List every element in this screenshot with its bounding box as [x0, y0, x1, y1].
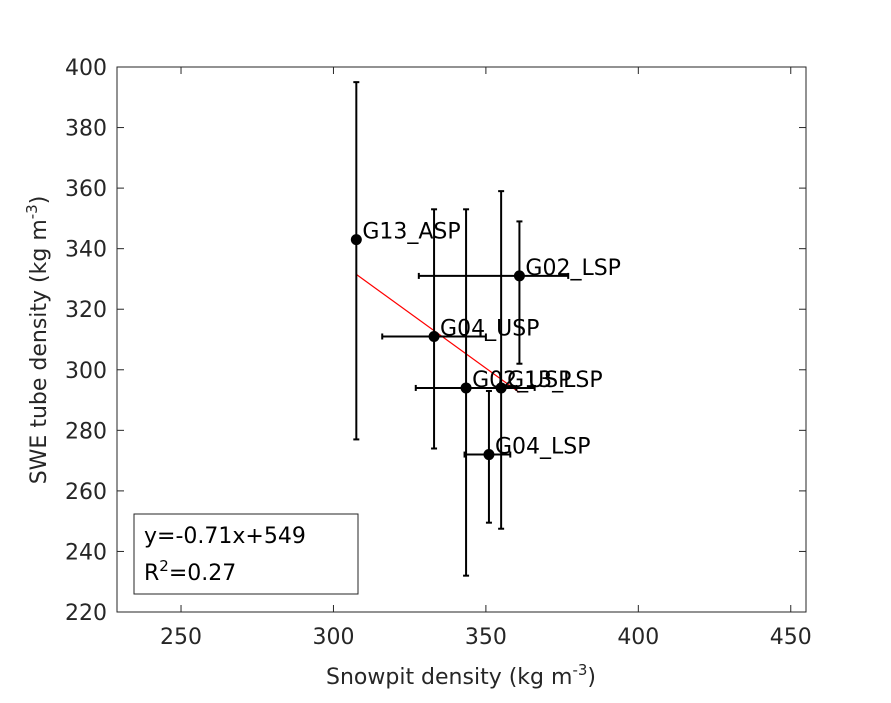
y-axis-label: SWE tube density (kg m-3) — [23, 196, 52, 485]
data-point — [460, 382, 472, 394]
y-tick-label: 260 — [65, 480, 107, 505]
point-label: G02_USP — [472, 368, 571, 393]
legend-box: y=-0.71x+549 R2=0.27 — [133, 513, 359, 595]
data-point — [513, 270, 525, 282]
y-tick-label: 280 — [65, 419, 107, 444]
data-point — [495, 382, 507, 394]
legend-r2: R2=0.27 — [144, 557, 236, 586]
y-tick-label: 220 — [65, 601, 107, 626]
legend-frame — [133, 513, 359, 595]
point-label: G04_USP — [440, 316, 539, 341]
point-label: G13_ASP — [362, 220, 460, 245]
y-tick-label: 380 — [65, 117, 107, 142]
x-tick-label: 400 — [617, 625, 659, 650]
x-tick-label: 350 — [465, 625, 507, 650]
y-tick-label: 360 — [65, 177, 107, 202]
y-tick-label: 320 — [65, 298, 107, 323]
data-point — [428, 330, 440, 342]
point-label: G13_LSP — [507, 368, 603, 393]
y-tick-label: 240 — [65, 540, 107, 565]
data-point — [350, 234, 362, 246]
point-label: G02_LSP — [525, 256, 621, 281]
errorbars-layer — [353, 81, 570, 577]
x-axis-label: Snowpit density (kg m-3) — [326, 661, 596, 690]
y-tick-label: 300 — [65, 359, 107, 384]
x-tick-label: 450 — [770, 625, 812, 650]
y-tick-label: 340 — [65, 238, 107, 263]
axis-ticks: 250 300 350 400 450 220 240 260 280 300 320 340 360 3… — [65, 56, 812, 650]
data-point — [483, 449, 495, 461]
x-tick-label: 300 — [312, 625, 354, 650]
legend-equation: y=-0.71x+549 — [144, 524, 306, 549]
x-tick-label: 250 — [160, 625, 202, 650]
point-label: G04_LSP — [495, 435, 591, 460]
y-tick-label: 400 — [65, 56, 107, 81]
